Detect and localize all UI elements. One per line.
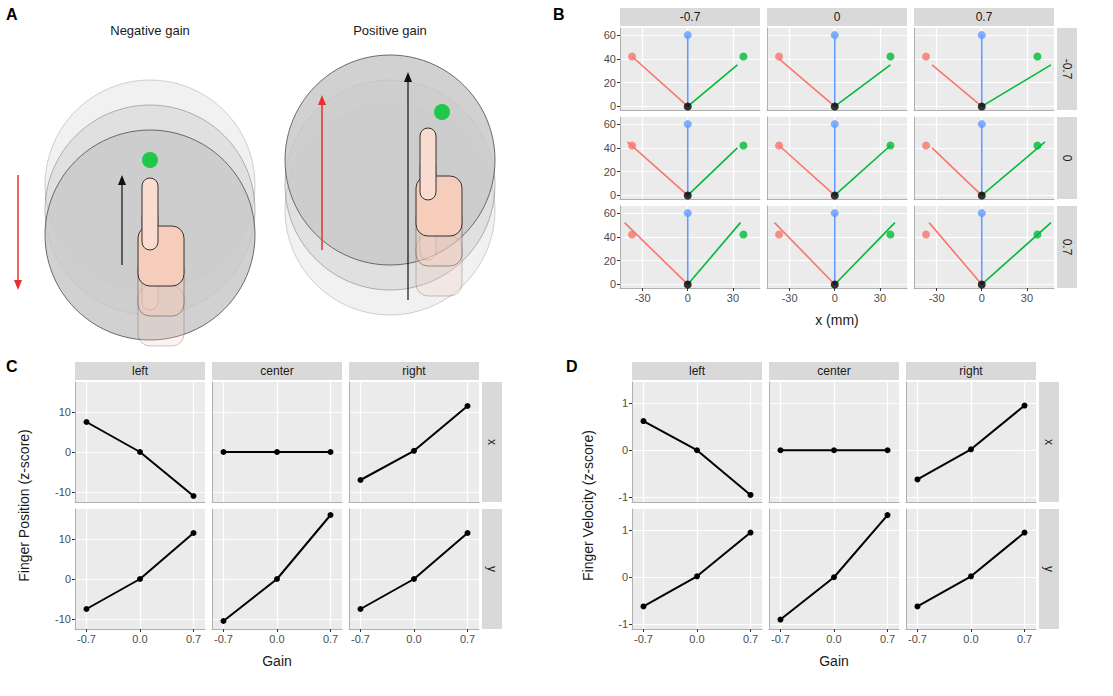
svg-text:-30: -30 [635,292,651,304]
svg-text:0: 0 [622,571,628,583]
svg-text:center: center [817,364,850,378]
svg-text:20: 20 [604,255,616,267]
svg-text:40: 40 [604,142,616,154]
svg-text:-0.7: -0.7 [77,633,96,645]
svg-text:0.7: 0.7 [743,633,758,645]
svg-text:30: 30 [874,292,886,304]
svg-text:60: 60 [604,29,616,41]
svg-text:0: 0 [622,444,628,456]
svg-text:Finger Position (z-score): Finger Position (z-score) [16,429,32,582]
svg-text:Finger Velocity (z-score): Finger Velocity (z-score) [580,430,596,581]
svg-text:0.7: 0.7 [460,633,475,645]
svg-text:0.0: 0.0 [689,633,704,645]
svg-text:10: 10 [59,406,71,418]
svg-text:0: 0 [979,292,985,304]
svg-text:Negative gain: Negative gain [110,23,190,38]
svg-text:40: 40 [604,231,616,243]
svg-text:-0.7: -0.7 [634,633,653,645]
svg-text:x (mm): x (mm) [815,312,859,328]
svg-text:40: 40 [604,53,616,65]
svg-text:0.0: 0.0 [826,633,841,645]
svg-text:10: 10 [59,533,71,545]
svg-text:0: 0 [65,573,71,585]
svg-text:B: B [553,6,565,23]
svg-text:-30: -30 [929,292,945,304]
svg-text:-30: -30 [782,292,798,304]
svg-text:0.7: 0.7 [880,633,895,645]
svg-text:-0.7: -0.7 [771,633,790,645]
svg-text:left: left [132,364,149,378]
svg-text:-0.7: -0.7 [1060,59,1074,80]
svg-text:30: 30 [1021,292,1033,304]
svg-text:0.7: 0.7 [323,633,338,645]
svg-text:Gain: Gain [819,653,849,669]
svg-text:60: 60 [604,118,616,130]
svg-text:0: 0 [834,10,841,24]
svg-text:-10: -10 [55,486,71,498]
svg-text:0.0: 0.0 [406,633,421,645]
svg-text:0.0: 0.0 [963,633,978,645]
svg-text:0: 0 [610,189,616,201]
svg-text:-0.7: -0.7 [214,633,233,645]
svg-text:20: 20 [604,166,616,178]
svg-text:x: x [485,439,499,445]
svg-text:left: left [689,364,706,378]
svg-text:20: 20 [604,77,616,89]
svg-text:D: D [566,358,578,375]
svg-text:-10: -10 [55,613,71,625]
svg-text:x: x [1042,439,1056,445]
svg-text:0: 0 [610,100,616,112]
svg-text:-0.7: -0.7 [680,10,701,24]
svg-text:0: 0 [685,292,691,304]
svg-text:Positive gain: Positive gain [353,23,427,38]
svg-text:0.7: 0.7 [1060,239,1074,256]
svg-text:0.0: 0.0 [132,633,147,645]
svg-text:0: 0 [65,446,71,458]
svg-text:y: y [1042,566,1056,572]
svg-text:0: 0 [610,278,616,290]
svg-text:0.7: 0.7 [1017,633,1032,645]
svg-text:-0.7: -0.7 [908,633,927,645]
svg-text:1: 1 [622,397,628,409]
svg-text:A: A [6,6,18,23]
svg-text:30: 30 [727,292,739,304]
svg-text:60: 60 [604,207,616,219]
svg-text:-1: -1 [618,491,628,503]
svg-text:C: C [6,358,18,375]
svg-text:Gain: Gain [262,653,292,669]
svg-text:-0.7: -0.7 [351,633,370,645]
svg-text:-1: -1 [618,618,628,630]
svg-text:right: right [959,364,983,378]
svg-text:right: right [402,364,426,378]
svg-text:0: 0 [832,292,838,304]
svg-text:0.7: 0.7 [186,633,201,645]
svg-text:0.0: 0.0 [269,633,284,645]
svg-text:0: 0 [1060,155,1074,162]
svg-text:y: y [485,566,499,572]
svg-text:0.7: 0.7 [976,10,993,24]
svg-text:center: center [260,364,293,378]
svg-text:1: 1 [622,524,628,536]
